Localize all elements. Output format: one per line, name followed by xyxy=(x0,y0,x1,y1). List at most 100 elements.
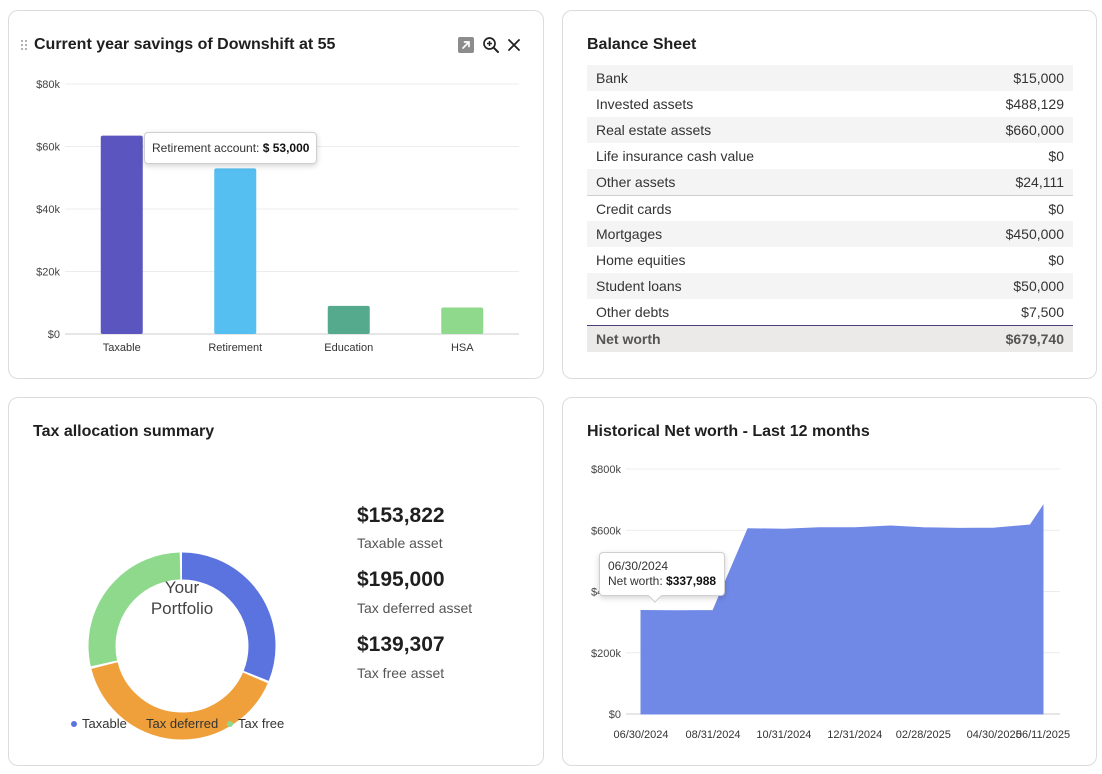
bar-tooltip: Retirement account: $ 53,000 xyxy=(144,132,318,164)
legend-tax-deferred[interactable]: Tax deferred xyxy=(135,716,218,731)
balance-row-value: $660,000 xyxy=(1005,122,1064,138)
balance-row-label: Student loans xyxy=(596,278,682,294)
bar-tooltip-label: Retirement account: xyxy=(152,141,260,155)
balance-row: Invested assets $488,129 xyxy=(587,91,1073,117)
balance-row: Real estate assets $660,000 xyxy=(587,117,1073,143)
area-tooltip: 06/30/2024 Net worth: $337,988 xyxy=(599,552,726,603)
tax-donut-chart: Your Portfolio xyxy=(88,552,276,740)
donut-slice-tax-free[interactable] xyxy=(88,552,276,740)
bar-hsa[interactable] xyxy=(441,307,484,334)
balance-sheet-card: Balance Sheet Bank $15,000 Invested assets… xyxy=(562,10,1097,379)
savings-title: Current year savings of Downshift at 55 xyxy=(34,36,336,53)
balance-row-value: $488,129 xyxy=(1005,96,1064,112)
balance-row: Bank $15,000 xyxy=(587,65,1073,91)
balance-row-label: Other assets xyxy=(596,174,676,190)
balance-row: Home equities $0 xyxy=(587,247,1073,273)
balance-row-label: Bank xyxy=(596,70,628,86)
y-tick-label: $40k xyxy=(36,204,60,216)
donut-slice-taxable[interactable] xyxy=(88,552,276,740)
x-tick-label: 02/28/2025 xyxy=(896,729,951,741)
x-tick-label: 06/11/2025 xyxy=(1016,729,1070,741)
balance-row-value: $450,000 xyxy=(1005,226,1064,242)
net-worth-value: $679,740 xyxy=(1005,331,1064,347)
bar-retirement[interactable] xyxy=(214,168,257,334)
balance-row-label: Other debts xyxy=(596,304,670,320)
balance-row-label: Home equities xyxy=(596,252,686,268)
tax-allocation-title: Tax allocation summary xyxy=(33,423,215,440)
balance-row-label: Real estate assets xyxy=(596,122,712,138)
net-worth-row: Net worth $679,740 xyxy=(587,325,1073,352)
balance-row-label: Invested assets xyxy=(596,96,694,112)
legend-taxable[interactable]: Taxable xyxy=(71,716,127,731)
legend-tax-free[interactable]: Tax free xyxy=(227,716,284,731)
balance-row: Student loans $50,000 xyxy=(587,273,1073,299)
savings-bar-chart: $0 $20k $40k $60k $80k Taxable Retirement Educa… xyxy=(36,79,519,354)
donut-slice-tax-deferred[interactable] xyxy=(88,552,276,740)
area-tooltip-label: Net worth: xyxy=(608,574,663,588)
balance-row-label: Credit cards xyxy=(596,200,672,217)
legend-dot-icon xyxy=(135,720,141,727)
close-icon[interactable] xyxy=(505,36,523,54)
balance-row: Mortgages $450,000 xyxy=(587,221,1073,247)
balance-row-value: $24,111 xyxy=(1015,174,1064,190)
balance-row-value: $0 xyxy=(1048,148,1064,164)
legend-dot-icon xyxy=(71,720,77,727)
y-tick-label: $60k xyxy=(36,142,60,154)
balance-row-value: $0 xyxy=(1048,200,1064,217)
area-tooltip-date: 06/30/2024 xyxy=(608,559,669,573)
legend-taxable-label: Taxable xyxy=(82,716,127,731)
balance-sheet-title: Balance Sheet xyxy=(587,36,697,53)
legend-tax-free-label: Tax free xyxy=(238,716,285,731)
balance-row-value: $50,000 xyxy=(1013,278,1064,294)
net-worth-area-chart: $0$200k$400k$600k$800k06/30/202408/31/20… xyxy=(591,464,1070,741)
taxable-amount: $153,822 xyxy=(357,504,445,527)
x-tick-label: HSA xyxy=(451,342,474,354)
balance-row: Other debts $7,500 xyxy=(587,299,1073,325)
y-tick-label: $200k xyxy=(591,648,621,660)
tax-deferred-label: Tax deferred asset xyxy=(357,600,473,616)
balance-sheet-table: Bank $15,000 Invested assets $488,129 Real e… xyxy=(587,65,1073,352)
balance-row: Credit cards $0 xyxy=(587,195,1073,221)
drag-handle-icon[interactable] xyxy=(21,40,29,52)
net-worth-label: Net worth xyxy=(596,331,661,347)
balance-row-value: $15,000 xyxy=(1013,70,1064,86)
area-tooltip-value: $337,988 xyxy=(666,574,717,588)
x-tick-label: 10/31/2024 xyxy=(756,729,811,741)
y-tick-label: $600k xyxy=(591,525,621,537)
donut-center-line1: Your xyxy=(165,578,200,597)
tax-deferred-amount: $195,000 xyxy=(357,568,445,591)
y-tick-label: $80k xyxy=(36,79,60,91)
tooltip-caret-icon xyxy=(648,595,662,603)
tax-free-label: Tax free asset xyxy=(357,665,445,681)
y-tick-label: $800k xyxy=(591,464,621,476)
x-tick-label: 06/30/2024 xyxy=(613,729,668,741)
bar-taxable[interactable] xyxy=(100,135,143,334)
balance-row-value: $0 xyxy=(1048,252,1064,268)
legend-tax-deferred-label: Tax deferred xyxy=(146,716,219,731)
net-worth-area[interactable] xyxy=(640,504,1044,715)
x-tick-label: Education xyxy=(324,342,373,354)
bar-tooltip-value: $ 53,000 xyxy=(262,141,310,155)
y-tick-label: $0 xyxy=(609,709,621,721)
historical-net-worth-title: Historical Net worth - Last 12 months xyxy=(587,423,870,440)
balance-row-value: $7,500 xyxy=(1021,304,1064,320)
legend-dot-icon xyxy=(227,720,233,727)
tax-free-amount: $139,307 xyxy=(357,633,445,656)
x-tick-label: Taxable xyxy=(103,342,141,354)
bar-education[interactable] xyxy=(327,305,370,334)
balance-row: Other assets $24,111 xyxy=(587,169,1073,195)
x-tick-label: 12/31/2024 xyxy=(827,729,882,741)
x-tick-label: Retirement xyxy=(208,342,262,354)
expand-icon[interactable] xyxy=(457,36,475,54)
taxable-label: Taxable asset xyxy=(357,535,443,551)
tax-allocation-card: Tax allocation summary Your Portfolio $1… xyxy=(8,397,544,766)
savings-card: Current year savings of Downshift at 55 … xyxy=(8,10,544,379)
balance-row-label: Mortgages xyxy=(596,226,663,242)
historical-net-worth-card: Historical Net worth - Last 12 months $0… xyxy=(562,397,1097,766)
x-tick-label: 08/31/2024 xyxy=(686,729,741,741)
y-tick-label: $20k xyxy=(36,267,60,279)
balance-row: Life insurance cash value $0 xyxy=(587,143,1073,169)
balance-row-label: Life insurance cash value xyxy=(596,148,754,164)
x-tick-label: 04/30/2025 xyxy=(967,729,1022,741)
zoom-in-icon[interactable] xyxy=(482,36,500,54)
